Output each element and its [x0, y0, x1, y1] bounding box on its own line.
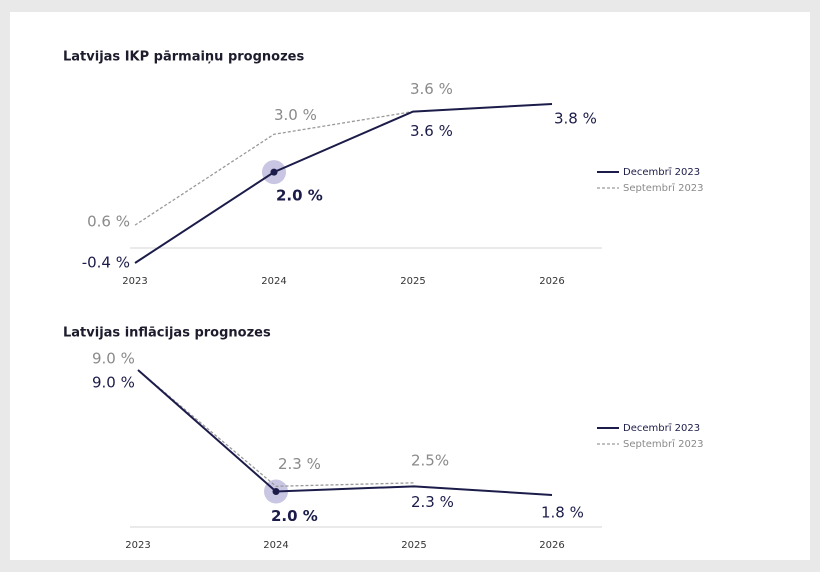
x-tick-label: 2026	[539, 276, 564, 287]
legend-label: Septembrī 2023	[623, 183, 704, 194]
legend-label: Septembrī 2023	[623, 439, 704, 450]
value-label: 9.0 %	[92, 374, 135, 392]
legend-label: Decembrī 2023	[623, 167, 700, 178]
x-tick-label: 2025	[400, 276, 425, 287]
value-label: 3.0 %	[274, 106, 317, 124]
value-label: 2.3 %	[411, 493, 454, 511]
legend-label: Decembrī 2023	[623, 423, 700, 434]
value-label: 3.6 %	[410, 80, 453, 98]
chart-title: Latvijas IKP pārmaiņu prognozes	[63, 50, 304, 65]
series-line	[137, 369, 553, 496]
value-label: 2.0 %	[276, 187, 323, 205]
chart-title: Latvijas inflācijas prognozes	[63, 326, 271, 341]
value-label: -0.4 %	[82, 254, 130, 272]
value-label: 3.6 %	[410, 122, 453, 140]
value-label: 1.8 %	[541, 504, 584, 522]
panel	[10, 12, 810, 560]
x-tick-label: 2024	[263, 540, 288, 551]
value-label: 0.6 %	[87, 213, 130, 231]
x-tick-label: 2023	[122, 276, 147, 287]
value-label: 2.5%	[411, 451, 449, 469]
series-line	[137, 369, 415, 487]
x-tick-label: 2023	[125, 540, 150, 551]
highlight-point	[272, 488, 280, 496]
value-label: 9.0 %	[92, 350, 135, 368]
x-tick-label: 2026	[539, 540, 564, 551]
series-line	[134, 103, 553, 264]
x-tick-label: 2025	[401, 540, 426, 551]
value-label: 2.0 %	[271, 507, 318, 525]
value-label: 3.8 %	[554, 110, 597, 128]
series-line	[134, 110, 414, 226]
x-tick-label: 2024	[261, 276, 286, 287]
highlight-point	[270, 168, 278, 176]
value-label: 2.3 %	[278, 455, 321, 473]
